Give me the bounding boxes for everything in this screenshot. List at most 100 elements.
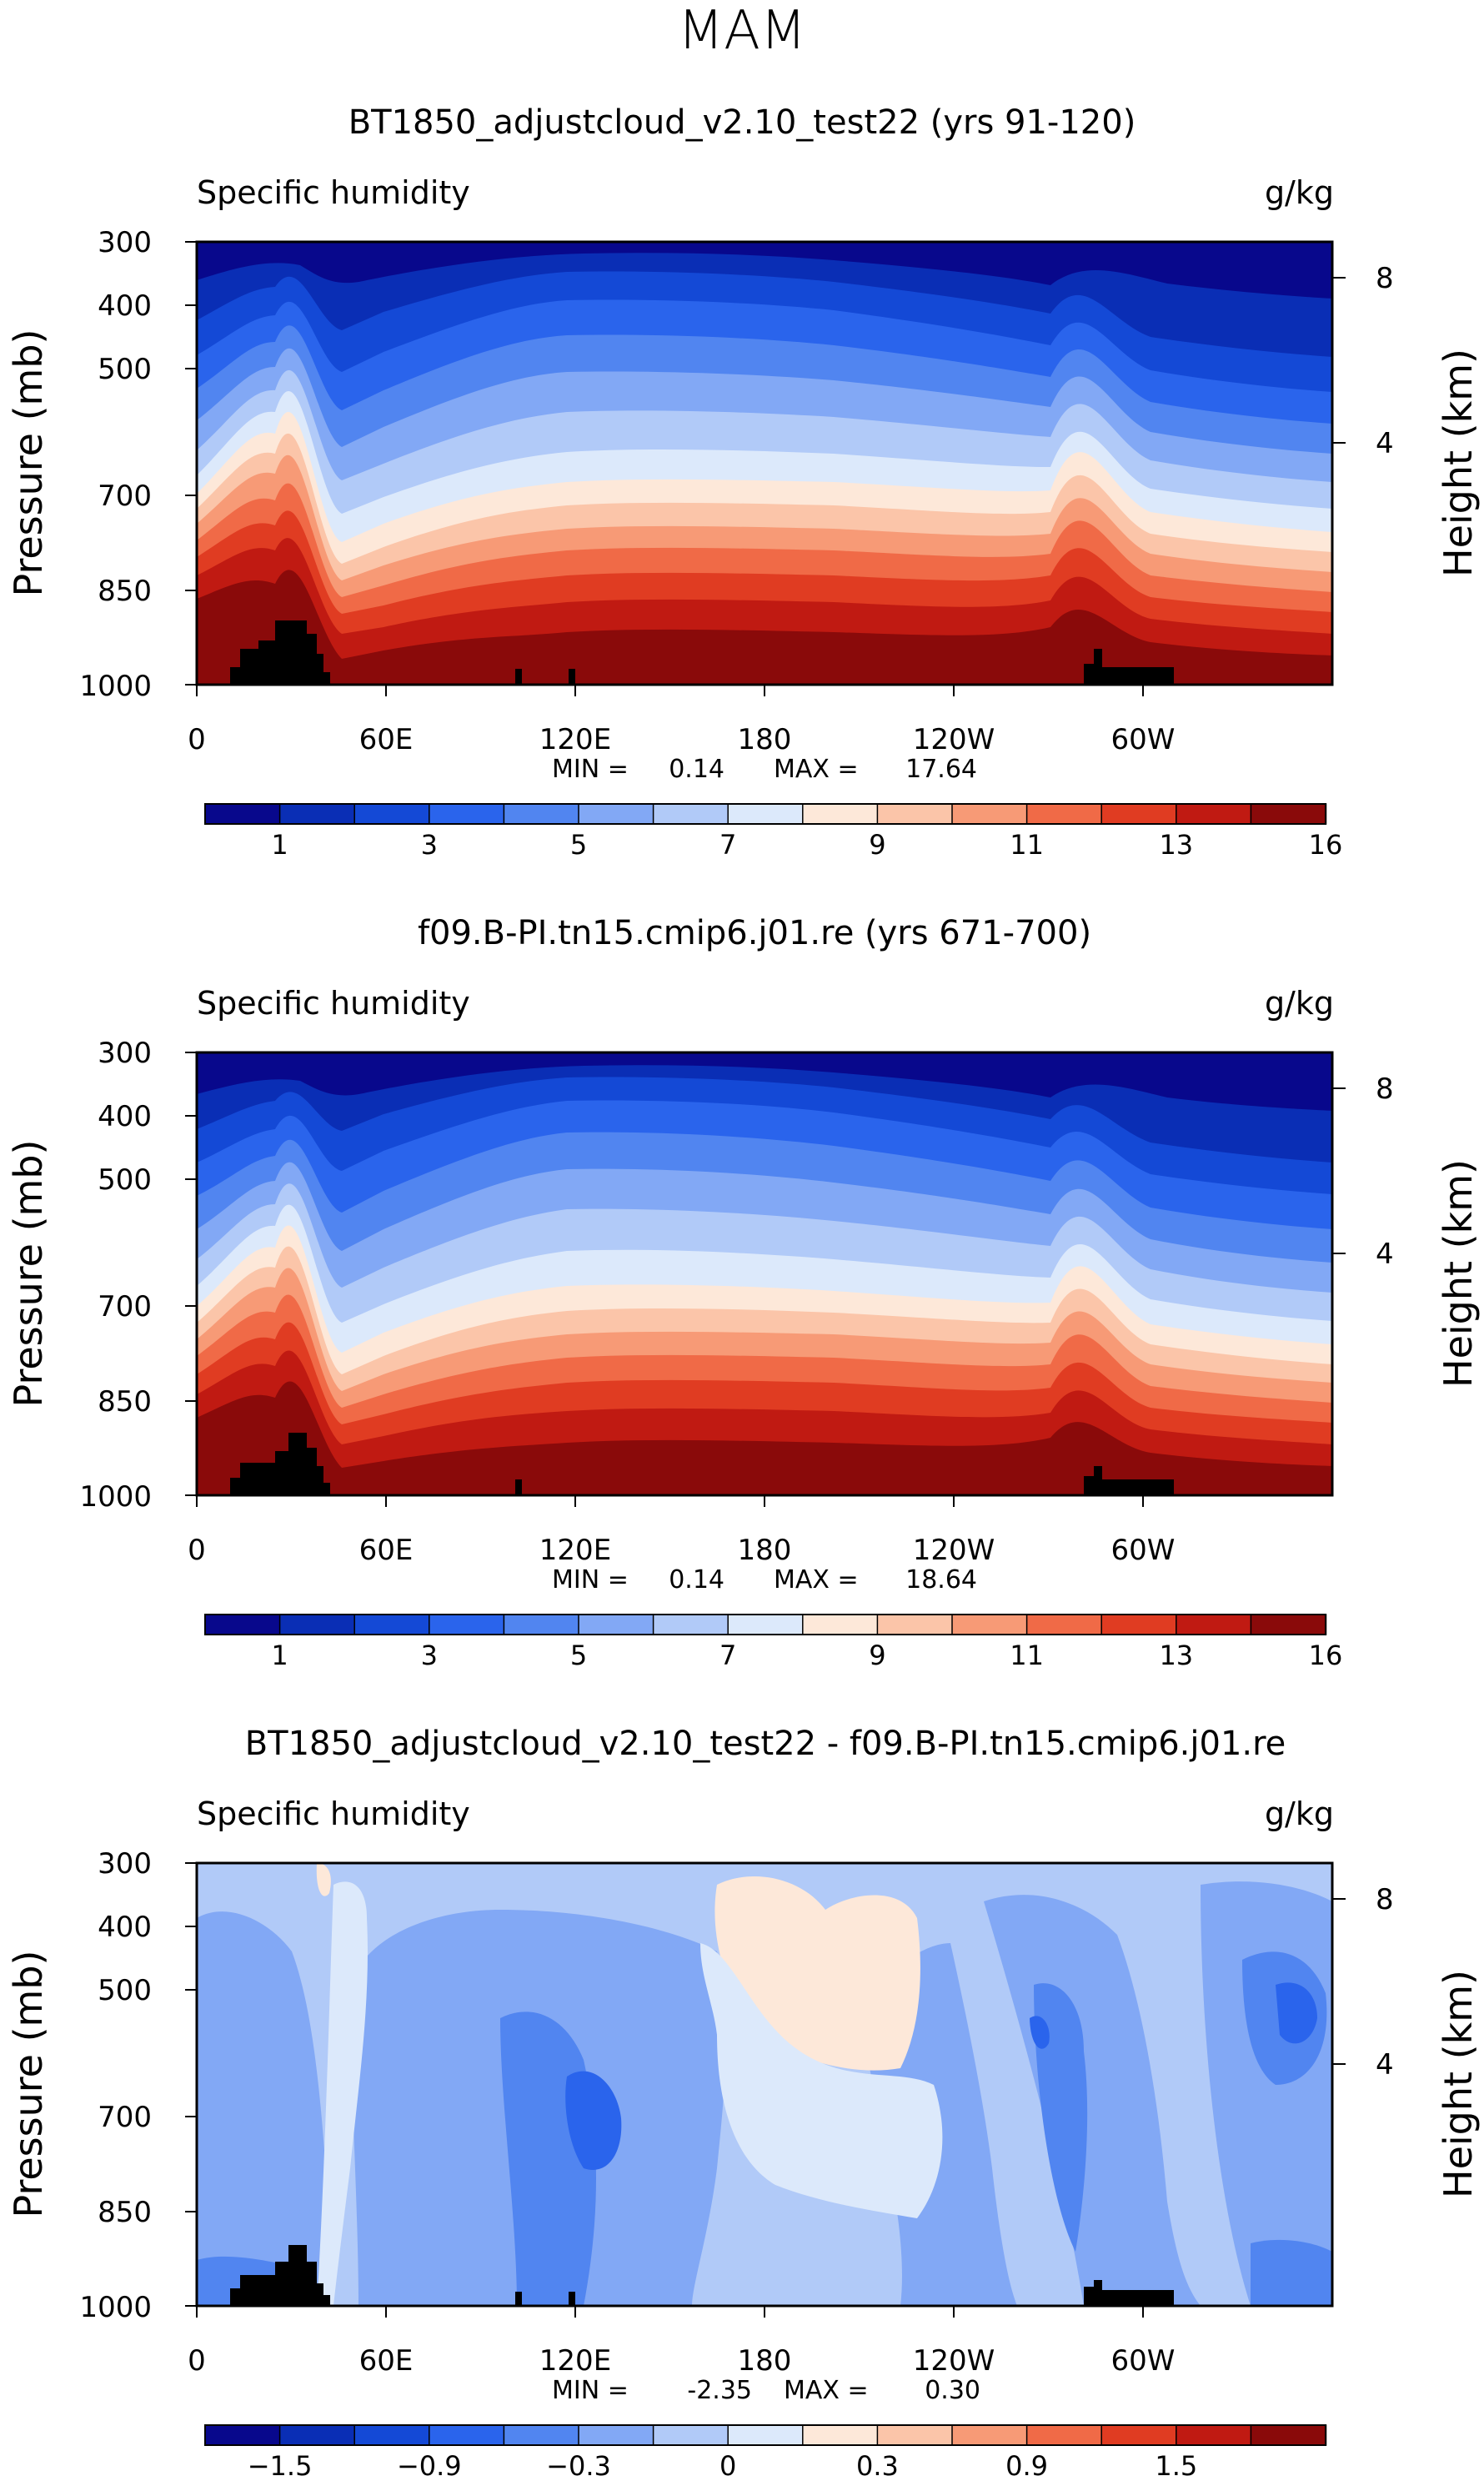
x-tick-label: 120W bbox=[913, 2344, 995, 2378]
y-tick-label: 300 bbox=[98, 226, 152, 259]
colorbar-label: 0 bbox=[719, 2450, 736, 2481]
max-value: 17.64 bbox=[905, 755, 977, 784]
colorbar-swatch bbox=[1100, 1614, 1178, 1635]
y-right-tick-label: 8 bbox=[1376, 262, 1394, 295]
y-tick-label: 300 bbox=[98, 1847, 152, 1881]
variable-label: Specific humidity bbox=[197, 1795, 470, 1832]
colorbar-swatch bbox=[204, 803, 281, 825]
max-value: 0.30 bbox=[925, 2376, 980, 2405]
colorbar-swatch bbox=[353, 1614, 431, 1635]
colorbar-frame bbox=[204, 2424, 1326, 2446]
colorbar-swatch bbox=[951, 803, 1028, 825]
y-right-tick-label: 4 bbox=[1376, 427, 1394, 460]
x-tick-label: 120E bbox=[539, 1534, 611, 1567]
y-tick-label: 850 bbox=[98, 1385, 152, 1419]
colorbar-label: 16 bbox=[1309, 1640, 1343, 1671]
y-axis-label: Pressure (mb) bbox=[6, 1140, 51, 1408]
colorbar-swatch bbox=[876, 1614, 954, 1635]
panel-title: BT1850_adjustcloud_v2.10_test22 (yrs 91-… bbox=[348, 103, 1136, 142]
y-tick-label: 1000 bbox=[79, 2291, 152, 2324]
y-tick-label: 1000 bbox=[79, 670, 152, 703]
x-tick-label: 0 bbox=[188, 723, 206, 756]
y-ticks-right: 8 4 bbox=[1332, 1883, 1394, 2082]
x-tick-label: 120W bbox=[913, 1534, 995, 1567]
colorbar-swatch bbox=[802, 2424, 879, 2446]
colorbar-swatch bbox=[1176, 803, 1252, 825]
min-value: -2.35 bbox=[687, 2376, 752, 2405]
y-tick-label: 400 bbox=[98, 1100, 152, 1133]
x-tick-label: 120E bbox=[539, 723, 611, 756]
colorbar-label: 11 bbox=[1010, 1640, 1044, 1671]
y-tick-label: 850 bbox=[98, 2196, 152, 2229]
max-label: MAX = bbox=[784, 2376, 869, 2405]
colorbar-swatch bbox=[578, 2424, 654, 2446]
y-axis-label: Pressure (mb) bbox=[6, 329, 51, 597]
contour-field bbox=[197, 1863, 1332, 2306]
y-tick-label: 1000 bbox=[79, 1480, 152, 1514]
y-tick-label: 400 bbox=[98, 289, 152, 323]
colorbar-label: 16 bbox=[1309, 829, 1343, 861]
colorbar-swatch bbox=[876, 2424, 954, 2446]
colorbar-swatch bbox=[1250, 2424, 1327, 2446]
min-value: 0.14 bbox=[669, 755, 724, 784]
x-tick-label: 0 bbox=[188, 1534, 206, 1567]
colorbar-swatch bbox=[951, 2424, 1028, 2446]
units-label: g/kg bbox=[1265, 985, 1334, 1022]
colorbar-swatch bbox=[503, 1614, 580, 1635]
colorbar-label: 13 bbox=[1159, 1640, 1193, 1671]
contour-field bbox=[197, 1052, 1332, 1495]
x-tick-label: 60E bbox=[359, 1534, 414, 1567]
colorbar-swatch bbox=[353, 2424, 431, 2446]
min-value: 0.14 bbox=[669, 1565, 724, 1595]
x-tick-label: 180 bbox=[738, 723, 792, 756]
y-tick-label: 500 bbox=[98, 1163, 152, 1197]
contour-band-1 bbox=[197, 242, 1332, 299]
colorbar-swatch bbox=[652, 803, 729, 825]
page-title: MAM bbox=[678, 0, 806, 62]
colorbar: −1.5 −0.9 −0.3 0 0.3 0.9 1.5 bbox=[204, 2424, 1327, 2481]
y-right-tick-label: 8 bbox=[1376, 1072, 1394, 1106]
variable-label: Specific humidity bbox=[197, 985, 470, 1022]
colorbar-swatch bbox=[278, 803, 356, 825]
units-label: g/kg bbox=[1265, 174, 1334, 211]
panel-title: BT1850_adjustcloud_v2.10_test22 - f09.B-… bbox=[245, 1725, 1286, 1763]
x-tick-label: 180 bbox=[738, 1534, 792, 1567]
max-value: 18.64 bbox=[905, 1565, 977, 1595]
colorbar-swatch bbox=[1025, 803, 1103, 825]
y-tick-label: 400 bbox=[98, 1911, 152, 1944]
colorbar-swatch bbox=[876, 803, 954, 825]
y-tick-label: 850 bbox=[98, 575, 152, 608]
colorbar-label: −1.5 bbox=[248, 2450, 313, 2481]
min-label: MIN = bbox=[552, 1565, 629, 1595]
colorbar-swatch bbox=[652, 1614, 729, 1635]
colorbar-label: 5 bbox=[570, 829, 587, 861]
colorbar-swatch bbox=[1025, 1614, 1103, 1635]
colorbar-swatch bbox=[1100, 2424, 1178, 2446]
topography-mask bbox=[230, 620, 330, 685]
topography-mask bbox=[1084, 649, 1174, 685]
panel-title: f09.B-PI.tn15.cmip6.j01.re (yrs 671-700) bbox=[418, 914, 1091, 952]
x-tick-label: 0 bbox=[188, 2344, 206, 2378]
x-tick-label: 60W bbox=[1111, 1534, 1176, 1567]
colorbar-swatch bbox=[1250, 1614, 1327, 1635]
colorbar-swatch bbox=[429, 803, 505, 825]
colorbar-swatch bbox=[727, 1614, 805, 1635]
colorbar-label: 9 bbox=[869, 1640, 885, 1671]
x-ticks: 0 60E 120E 180 120W 60W bbox=[188, 1495, 1175, 1567]
colorbar-swatch bbox=[802, 803, 879, 825]
contour-field bbox=[197, 242, 1332, 685]
colorbar-label: 11 bbox=[1010, 829, 1044, 861]
topography-mask bbox=[569, 669, 575, 685]
min-label: MIN = bbox=[552, 755, 629, 784]
colorbar: 1 3 5 7 9 11 13 16 bbox=[204, 803, 1343, 861]
y-tick-label: 700 bbox=[98, 2101, 152, 2134]
colorbar-label: 1 bbox=[271, 829, 288, 861]
y-ticks-left: 300 400 500 700 850 1000 bbox=[79, 226, 197, 703]
y-right-tick-label: 4 bbox=[1376, 2048, 1394, 2082]
y-axis-right-label: Height (km) bbox=[1436, 1159, 1481, 1388]
y-tick-label: 700 bbox=[98, 1290, 152, 1323]
colorbar-swatch bbox=[503, 2424, 580, 2446]
colorbar-swatch bbox=[429, 2424, 505, 2446]
x-tick-label: 120W bbox=[913, 723, 995, 756]
min-max-stats: MIN = 0.14 MAX = 18.64 bbox=[552, 1565, 977, 1595]
